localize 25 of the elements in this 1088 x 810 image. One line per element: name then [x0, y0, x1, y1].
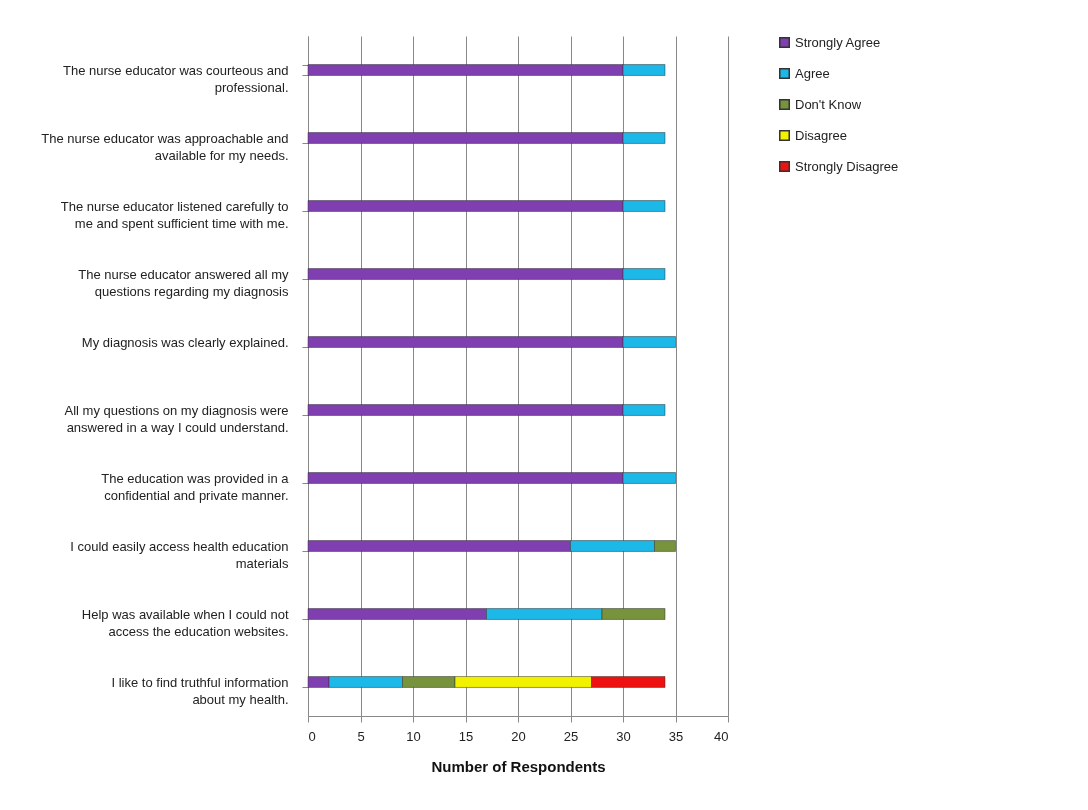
x-tick-label: 15 [458, 728, 474, 744]
y-tick-label: The nurse educator listened carefully to me and spent sufficient time with me. [60, 198, 289, 231]
x-tick-label: 20 [511, 728, 526, 744]
y-tick-label: All my questions on my diagnosis were answered in a way I could understand. [64, 402, 289, 435]
legend-label: Strongly Agree [795, 34, 881, 50]
legend-label: Don't Know [795, 96, 862, 112]
x-axis-title: Number of Respondents [431, 757, 606, 775]
x-tick-label: 25 [563, 728, 579, 744]
y-tick-label: The nurse educator answered all my questions regarding my diagnosis [78, 266, 289, 299]
legend-label: Disagree [795, 127, 848, 143]
y-tick-label: My diagnosis was clearly explained. [81, 334, 289, 350]
y-tick-label: The nurse educator was approachable and available for my needs. [41, 130, 289, 163]
y-tick-label: I like to find truthful information about my health. [111, 674, 289, 707]
x-tick-label: 5 [357, 728, 365, 744]
legend-label: Strongly Disagree [795, 158, 899, 174]
y-tick-label: I could easily access health education materials [70, 538, 289, 571]
y-tick-label: Help was available when I could not access the education websites. [81, 606, 289, 639]
x-tick-label: 10 [406, 728, 421, 744]
x-tick-label: 30 [616, 728, 631, 744]
legend-label: Agree [795, 65, 830, 81]
y-tick-label: The nurse educator was courteous and professional. [63, 62, 289, 95]
x-tick-label: 0 [308, 728, 316, 744]
x-tick-label: 35 [668, 728, 684, 744]
x-tick-label: 40 [714, 728, 729, 744]
y-tick-label: The education was provided in a confidential and private manner. [101, 470, 290, 503]
